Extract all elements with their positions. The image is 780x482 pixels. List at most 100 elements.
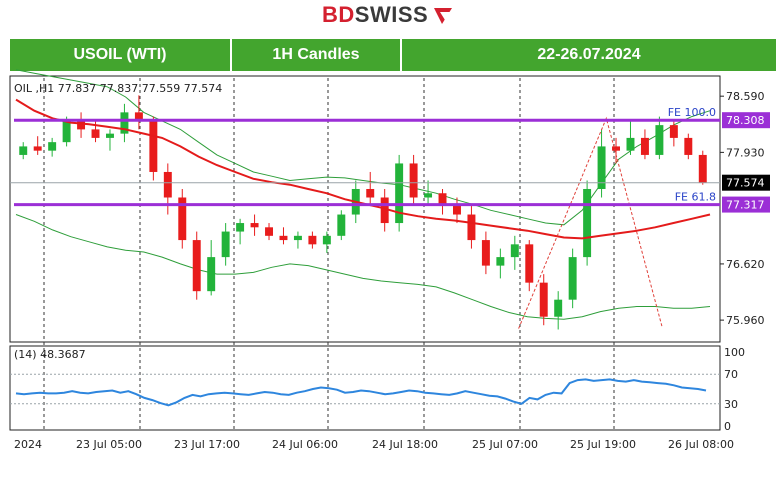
time-axis: 2024 23 Jul 05:00 23 Jul 17:00 24 Jul 06:00… (14, 438, 734, 451)
candle-body (62, 120, 71, 143)
candle (106, 129, 114, 151)
candle (525, 240, 534, 292)
candle (366, 171, 375, 207)
price-tick-label: 75.960 (726, 314, 765, 327)
level-price-box (722, 196, 770, 213)
candle-body (279, 235, 288, 241)
fib-level-name: FE 61.8 (675, 191, 716, 204)
candle (322, 231, 331, 253)
candle (134, 95, 143, 130)
candle-body (424, 193, 433, 198)
candle-body (467, 214, 476, 241)
title-bar: USOIL (WTI) 1H Candles 22-26.07.2024 (10, 39, 776, 71)
candle (19, 142, 28, 160)
candle (207, 240, 216, 296)
candle-body (438, 193, 447, 207)
candle-body (583, 188, 592, 258)
candle (178, 188, 187, 249)
candle (554, 291, 563, 330)
brand-logo: BDSWISS (322, 2, 428, 28)
candle-body (539, 282, 548, 317)
candle (424, 180, 433, 207)
candle-body (221, 231, 230, 258)
oscillator-tick-label: 70 (724, 368, 738, 381)
candle-body (366, 188, 375, 198)
candle (221, 223, 230, 266)
candle (192, 231, 201, 300)
candle (236, 218, 245, 245)
instrument-label: USOIL (WTI) (10, 39, 232, 71)
candle-body (77, 120, 86, 130)
candle-body (554, 299, 563, 317)
level-price-box (722, 112, 770, 129)
candle-body (481, 240, 490, 266)
candle (453, 197, 461, 224)
candle (120, 103, 129, 143)
price-axis: 78.590 77.930 76.620 75.960 (720, 90, 765, 327)
candle-body (626, 137, 635, 151)
candle-body (453, 206, 461, 215)
fib-level-name: FE 100.0 (668, 106, 716, 119)
candle (250, 214, 259, 236)
price-tick-label: 78.590 (726, 90, 765, 103)
candle-body (48, 142, 57, 151)
bollinger-bands (15, 69, 711, 320)
time-tick-label: 23 Jul 17:00 (174, 438, 240, 451)
price-tick-label: 77.930 (726, 146, 765, 159)
candle-body (669, 125, 678, 138)
candle (395, 154, 404, 232)
bollinger-upper-line (15, 69, 711, 226)
chart-title: OIL ,H1 77.837 77.837 77.559 77.574 (14, 82, 222, 95)
candle-body (496, 257, 505, 266)
oscillator-title: (14) 48.3687 (14, 348, 86, 361)
date-range-label: 22-26.07.2024 (537, 46, 641, 63)
candle (698, 150, 707, 185)
candle-body (525, 244, 534, 283)
candle (265, 223, 273, 241)
brand-name-swiss: SWISS (354, 2, 429, 27)
candle-body (395, 163, 404, 224)
brand-arrow-icon (434, 8, 452, 24)
candle-body (134, 112, 143, 121)
candle-body (91, 129, 100, 138)
time-gridlines (43, 78, 615, 430)
candle (669, 120, 678, 147)
candle-body (612, 146, 620, 151)
price-levels: FE 100.0 78.308 FE 61.8 77.317 77.574 (10, 106, 770, 213)
price-panel-frame (9, 75, 721, 343)
level-price-label: 77.317 (726, 199, 765, 212)
candle (640, 129, 649, 160)
candle-body (322, 235, 331, 245)
fib-trend-line (518, 116, 663, 329)
candle (626, 120, 635, 155)
candle-body (640, 137, 649, 155)
candle (568, 248, 577, 309)
candle (539, 274, 548, 326)
price-tick-label: 76.620 (726, 258, 765, 271)
brand-name-bd: BD (322, 2, 355, 27)
candle-body (207, 257, 216, 292)
candle-body (568, 257, 577, 300)
candle-body (106, 133, 114, 138)
candle (496, 248, 505, 279)
candle-body (380, 197, 389, 224)
candle-body (655, 125, 664, 155)
oscillator-line (15, 378, 707, 407)
time-tick-label: 24 Jul 06:00 (272, 438, 338, 451)
candle-body (250, 223, 259, 228)
candle (583, 180, 592, 266)
candle (612, 137, 620, 164)
candle-body (33, 146, 42, 151)
candle (308, 231, 317, 249)
candle-body (597, 146, 606, 189)
candle (655, 116, 664, 160)
time-tick-label: 23 Jul 05:00 (76, 438, 142, 451)
candle-body (510, 244, 519, 258)
candle-body (149, 120, 158, 172)
candle-body (178, 197, 187, 241)
candle-body (698, 154, 707, 183)
candle (163, 163, 172, 215)
candle (467, 206, 476, 249)
candle (409, 154, 418, 207)
